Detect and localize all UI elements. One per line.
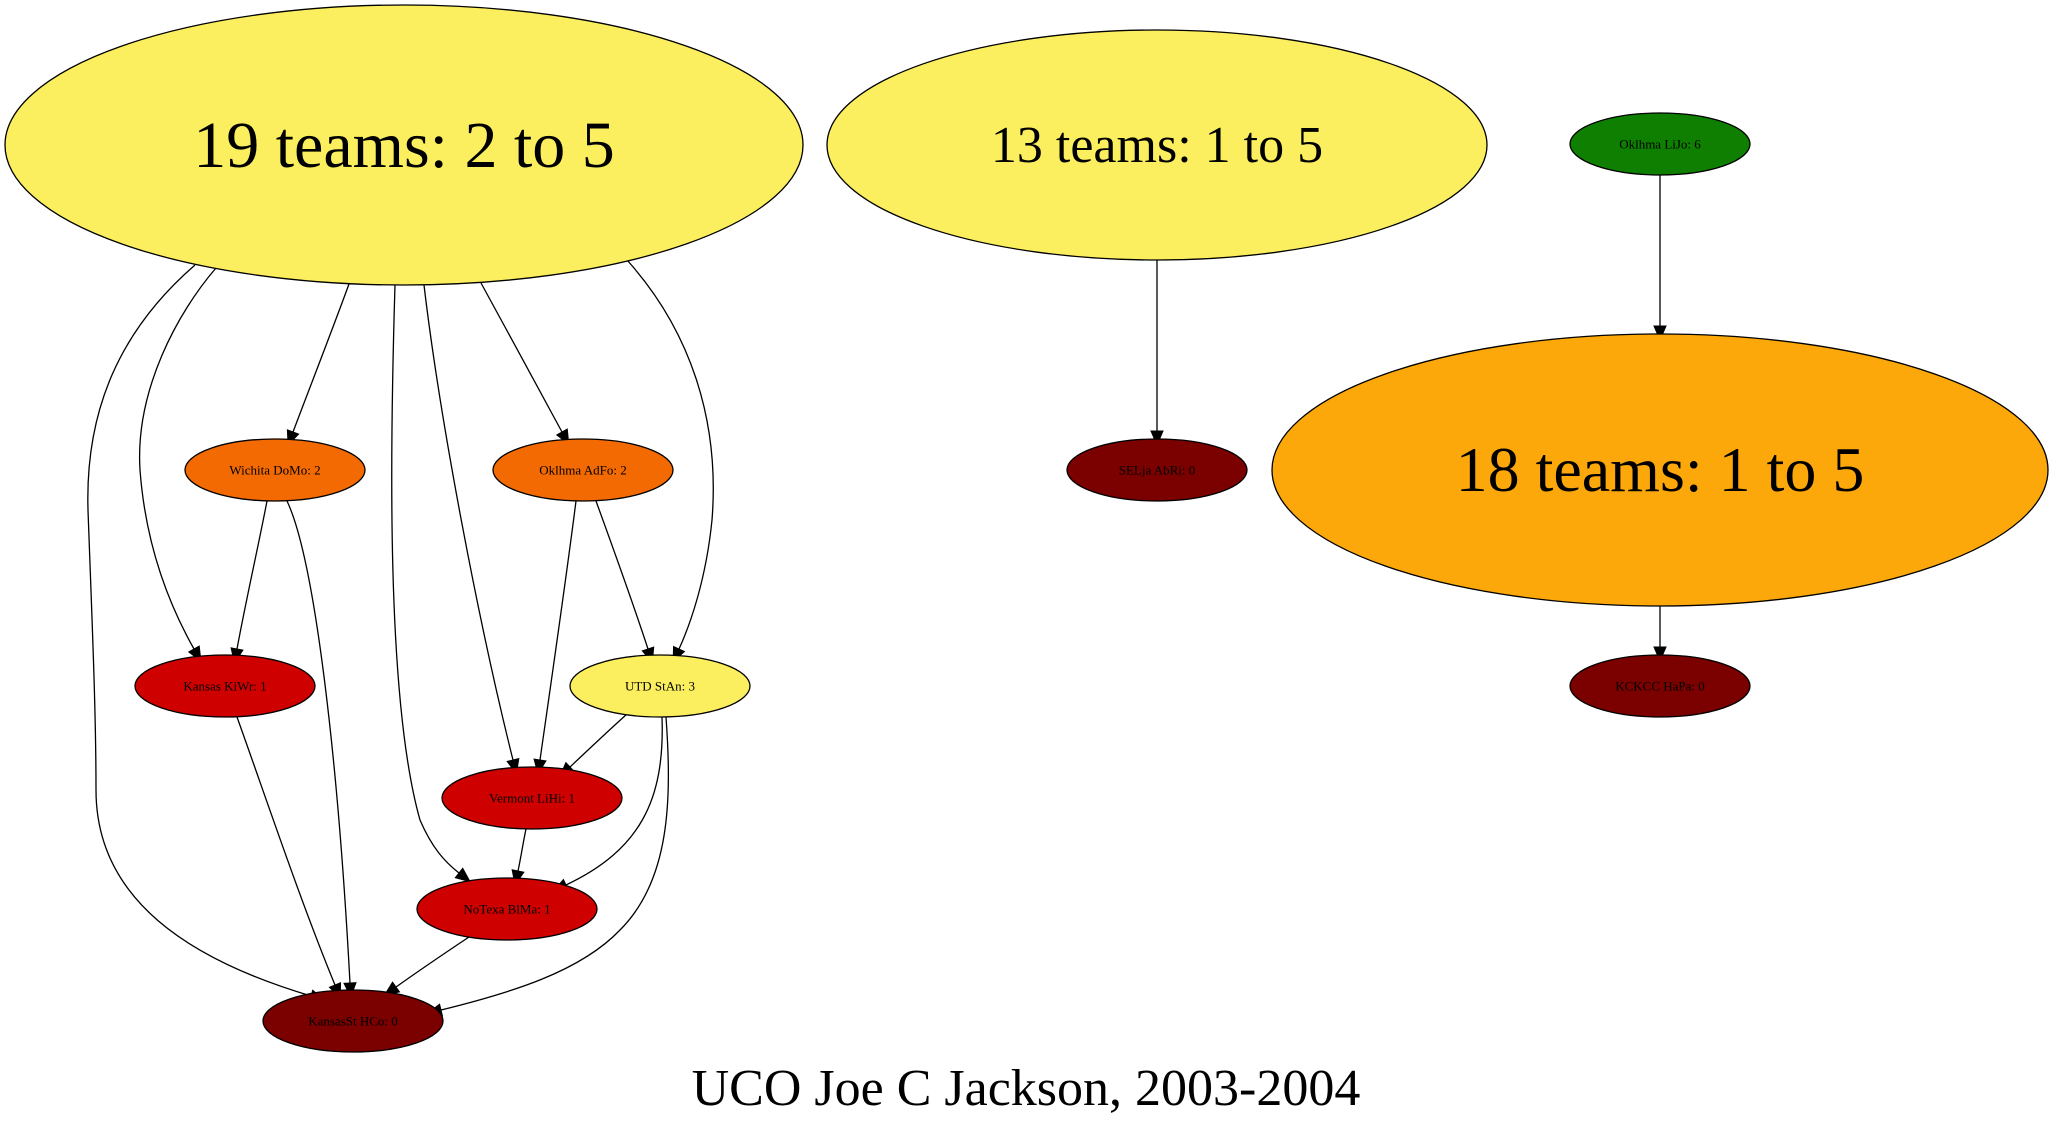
node-vermont: Vermont LiHi: 1	[441, 766, 623, 830]
node-label: Oklhma LiJo: 6	[1619, 136, 1701, 151]
node-oklijo: Oklhma LiJo: 6	[1569, 112, 1751, 176]
node-label: NoTexa BlMa: 1	[463, 901, 550, 916]
edge-wichita-to-kansas	[230, 500, 268, 665]
edge-arrowhead	[1653, 646, 1667, 663]
node-label: Oklhma AdFo: 2	[539, 462, 626, 477]
edge-okladfo-to-utd	[595, 500, 655, 664]
edge-arrowhead	[1653, 325, 1667, 342]
edge-line	[565, 716, 663, 886]
edge-line	[423, 284, 514, 761]
node-label: Vermont LiHi: 1	[489, 790, 575, 805]
edge-kansas-to-kansasst	[236, 716, 342, 1000]
edge-line	[480, 282, 563, 433]
edge-line	[517, 828, 527, 872]
edge-line	[292, 283, 350, 433]
node-selja: SELja AbRi: 0	[1066, 438, 1248, 502]
edge-line	[236, 500, 268, 650]
node-ellipse	[492, 438, 674, 502]
node-kansasst: KansasSt HCo: 0	[262, 989, 444, 1053]
node-ellipse	[826, 29, 1488, 261]
node-ellipse	[184, 438, 366, 502]
edge-arrowhead	[1150, 430, 1164, 447]
node-label: 13 teams: 1 to 5	[991, 117, 1323, 174]
edge-line	[286, 500, 351, 984]
node-kansas: Kansas KiWr: 1	[134, 654, 316, 718]
edge-line	[569, 713, 628, 768]
node-label: Kansas KiWr: 1	[183, 678, 266, 693]
edges-layer	[87, 175, 1667, 1017]
node-ellipse	[441, 766, 623, 830]
node-ellipse	[134, 654, 316, 718]
edge-line	[539, 500, 577, 761]
node-ellipse	[4, 4, 804, 286]
node-ellipse	[569, 654, 751, 718]
node-ellipse	[416, 877, 598, 941]
node-g18: 18 teams: 1 to 5	[1271, 333, 2049, 607]
edge-line	[391, 284, 460, 874]
nodes-layer: 19 teams: 2 to 5 13 teams: 1 to 5 Oklhma L…	[4, 4, 2049, 1053]
node-ellipse	[1271, 333, 2049, 607]
edge-g18-to-kckcc	[1653, 606, 1667, 663]
node-ellipse	[262, 989, 444, 1053]
edge-line	[236, 716, 336, 986]
edge-line	[595, 500, 649, 650]
node-g13: 13 teams: 1 to 5	[826, 29, 1488, 261]
edge-line	[440, 716, 670, 1011]
edge-line	[87, 264, 312, 997]
edge-line	[626, 259, 714, 650]
edge-okladfo-to-vermont	[533, 500, 577, 776]
node-ellipse	[1569, 112, 1751, 176]
edge-g19-to-vermont	[423, 284, 520, 775]
node-label: 18 teams: 1 to 5	[1456, 434, 1865, 505]
graph-caption: UCO Joe C Jackson, 2003-2004	[692, 1060, 1361, 1117]
node-label: Wichita DoMo: 2	[229, 462, 320, 477]
node-ellipse	[1066, 438, 1248, 502]
edge-line	[395, 936, 470, 988]
edge-notexa-to-kansasst	[383, 936, 470, 996]
edge-g13-to-selja	[1150, 260, 1164, 447]
node-label: KansasSt HCo: 0	[308, 1013, 398, 1028]
node-label: UTD StAn: 3	[625, 678, 695, 693]
edge-vermont-to-notexa	[511, 828, 527, 886]
edge-g19-to-notexa	[391, 284, 472, 883]
node-wichita: Wichita DoMo: 2	[184, 438, 366, 502]
node-kckcc: KCKCC HaPa: 0	[1569, 654, 1751, 718]
node-label: 19 teams: 2 to 5	[193, 109, 615, 182]
edge-g19-to-kansasst	[87, 264, 326, 1003]
node-label: KCKCC HaPa: 0	[1615, 678, 1705, 693]
node-g19: 19 teams: 2 to 5	[4, 4, 804, 286]
edge-wichita-to-kansasst	[286, 500, 357, 999]
node-utd: UTD StAn: 3	[569, 654, 751, 718]
node-label: SELja AbRi: 0	[1119, 462, 1196, 477]
edge-g19-to-okladfo	[480, 282, 570, 446]
node-notexa: NoTexa BlMa: 1	[416, 877, 598, 941]
edge-oklijo-to-g18	[1653, 175, 1667, 342]
edge-utd-to-vermont	[558, 713, 628, 778]
edge-utd-to-kansasst	[426, 716, 670, 1017]
node-ellipse	[1569, 654, 1751, 718]
edge-arrowhead	[454, 867, 472, 883]
node-okladfo: Oklhma AdFo: 2	[492, 438, 674, 502]
edge-g19-to-wichita	[286, 283, 350, 447]
edge-line	[138, 267, 217, 650]
